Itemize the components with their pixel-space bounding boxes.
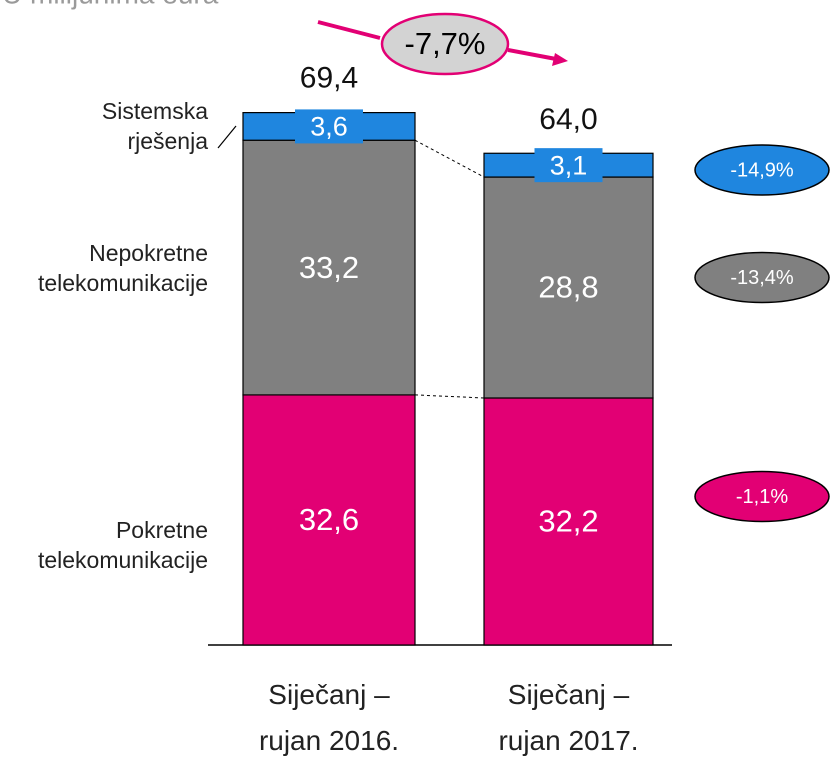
value-label: 28,8 [538, 270, 598, 305]
value-label-box [295, 109, 363, 144]
arrow [317, 20, 381, 40]
bar-segment [242, 394, 416, 646]
legend-label: Sistemska rješenja [101, 98, 208, 155]
total-change: -7,7% [405, 26, 486, 61]
total-change-badge [380, 12, 510, 76]
value-label: 33,2 [299, 250, 359, 285]
change-label: -13,4% [730, 267, 794, 289]
leader-line [217, 125, 237, 149]
value-label-box [534, 148, 603, 183]
connector [414, 394, 485, 399]
change-badge [694, 470, 830, 523]
x-tick-label: Siječanj – rujan 2017. [498, 679, 639, 756]
value-label: 3,1 [550, 150, 588, 180]
bar-segment [242, 139, 416, 396]
change-label: -1,1% [736, 486, 788, 508]
change-badge [694, 251, 830, 304]
value-label: 32,6 [299, 502, 359, 537]
arrow-head [552, 53, 568, 66]
arrow [507, 48, 557, 61]
total-label: 64,0 [539, 103, 597, 136]
change-badge [694, 144, 830, 196]
change-label: -14,9% [730, 159, 794, 181]
value-label: 3,6 [310, 112, 348, 142]
chart-title: U milijunima eura [2, 0, 219, 9]
value-label: 32,2 [538, 504, 598, 539]
total-label: 69,4 [300, 62, 358, 95]
connector [414, 139, 485, 178]
legend-label: Pokretne telekomunikacije [37, 516, 208, 573]
x-tick-label: Siječanj – rujan 2016. [258, 679, 400, 756]
bar-segment [483, 397, 654, 646]
legend-label: Nepokretne telekomunikacije [37, 239, 208, 296]
